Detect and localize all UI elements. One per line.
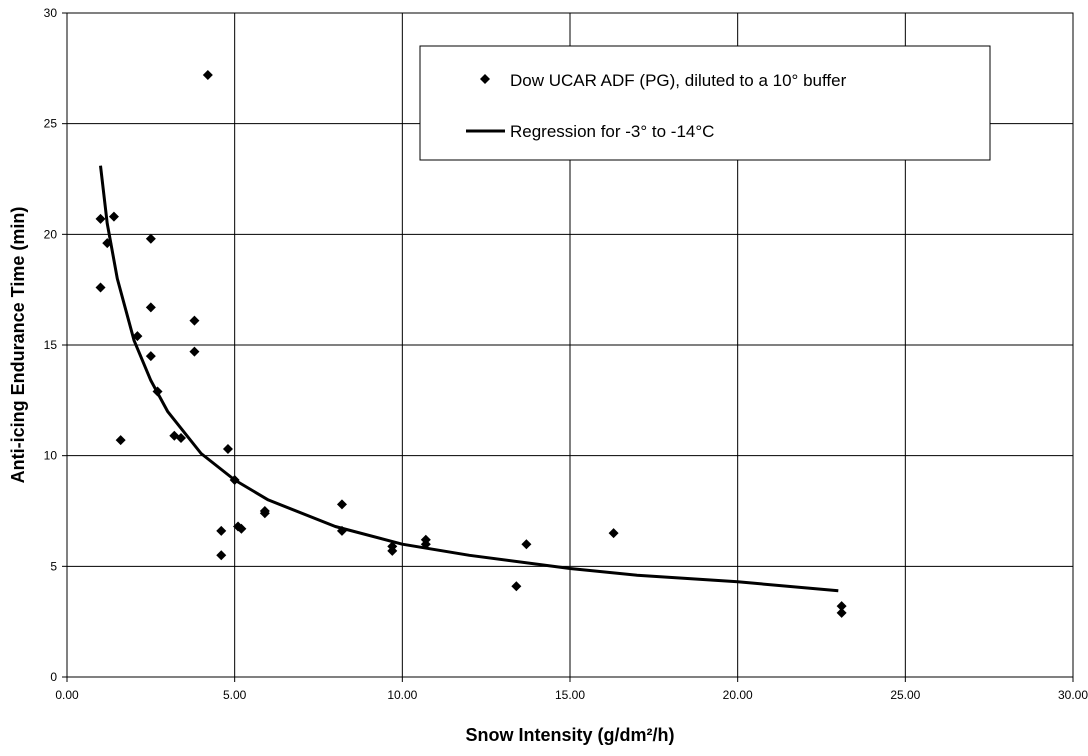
regression-line bbox=[99, 165, 839, 593]
data-point bbox=[836, 607, 847, 618]
x-tick-label: 10.00 bbox=[387, 688, 417, 702]
y-tick-label: 15 bbox=[44, 338, 58, 352]
y-axis-title: Anti-icing Endurance Time (min) bbox=[8, 207, 28, 484]
y-tick-labels: 0 5 10 15 20 25 30 bbox=[44, 6, 58, 684]
y-tick-label: 30 bbox=[44, 6, 58, 20]
plot-border bbox=[66, 12, 1074, 678]
y-tick-label: 0 bbox=[50, 670, 57, 684]
x-tick-label: 25.00 bbox=[890, 688, 920, 702]
x-tick-label: 20.00 bbox=[723, 688, 753, 702]
data-point bbox=[222, 444, 233, 455]
data-point bbox=[145, 351, 156, 362]
data-point bbox=[189, 315, 200, 326]
legend-label-regression: Regression for -3° to -14°C bbox=[510, 122, 714, 141]
data-point bbox=[108, 211, 119, 222]
data-point bbox=[236, 523, 247, 534]
data-point bbox=[189, 346, 200, 357]
y-tick-label: 5 bbox=[50, 559, 57, 573]
data-point bbox=[387, 545, 398, 556]
y-tick-label: 10 bbox=[44, 449, 58, 463]
y-tick-label: 25 bbox=[44, 117, 58, 131]
data-point bbox=[336, 499, 347, 510]
data-series bbox=[95, 69, 847, 618]
x-tick-labels: 0.00 5.00 10.00 15.00 20.00 25.00 30.00 bbox=[55, 688, 1088, 702]
data-point bbox=[521, 539, 532, 550]
x-tick-label: 30.00 bbox=[1058, 688, 1088, 702]
data-point bbox=[259, 508, 270, 519]
x-axis-title: Snow Intensity (g/dm²/h) bbox=[466, 725, 675, 745]
data-point bbox=[176, 432, 187, 443]
data-point bbox=[608, 528, 619, 539]
axes bbox=[62, 12, 1074, 682]
legend-marker-diamond bbox=[480, 74, 490, 84]
data-point bbox=[95, 282, 106, 293]
legend-box bbox=[419, 45, 991, 161]
data-point bbox=[95, 213, 106, 224]
x-tick-label: 15.00 bbox=[555, 688, 585, 702]
legend-label-scatter: Dow UCAR ADF (PG), diluted to a 10° buff… bbox=[510, 71, 847, 90]
data-point bbox=[145, 233, 156, 244]
x-tick-label: 0.00 bbox=[55, 688, 79, 702]
x-tick-label: 5.00 bbox=[223, 688, 247, 702]
data-point bbox=[145, 302, 156, 313]
data-point bbox=[115, 435, 126, 446]
legend: Dow UCAR ADF (PG), diluted to a 10° buff… bbox=[419, 45, 991, 161]
data-point bbox=[216, 550, 227, 561]
data-point bbox=[216, 525, 227, 536]
data-point bbox=[836, 601, 847, 612]
data-point bbox=[202, 69, 213, 80]
data-point bbox=[511, 581, 522, 592]
y-tick-label: 20 bbox=[44, 227, 58, 241]
